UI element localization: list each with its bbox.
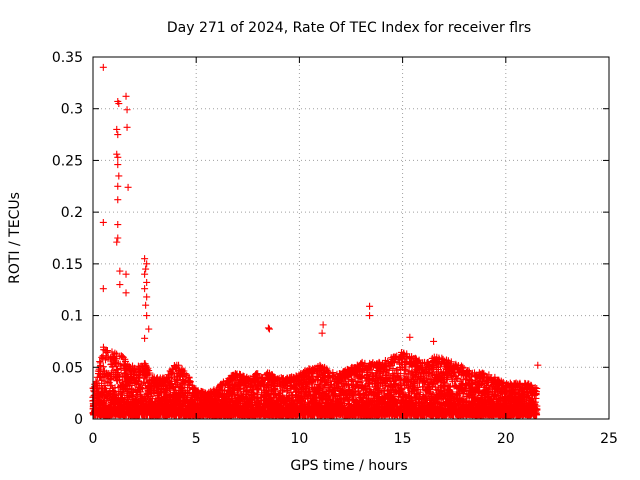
data-points [89, 63, 542, 419]
roti-point [96, 359, 104, 367]
roti-point [99, 352, 107, 360]
roti-point [185, 374, 193, 382]
roti-point [111, 349, 119, 357]
roti-point [103, 347, 111, 355]
roti-point [139, 385, 147, 393]
roti-point [110, 354, 118, 362]
roti-point [108, 348, 116, 356]
roti-point [108, 363, 116, 371]
roti-point [96, 358, 104, 366]
roti-point [178, 385, 186, 393]
roti-point [114, 366, 122, 374]
grid [93, 57, 609, 419]
chart-title: Day 271 of 2024, Rate Of TEC Index for r… [167, 20, 531, 36]
roti-point [146, 369, 154, 377]
roti-point [186, 377, 194, 385]
